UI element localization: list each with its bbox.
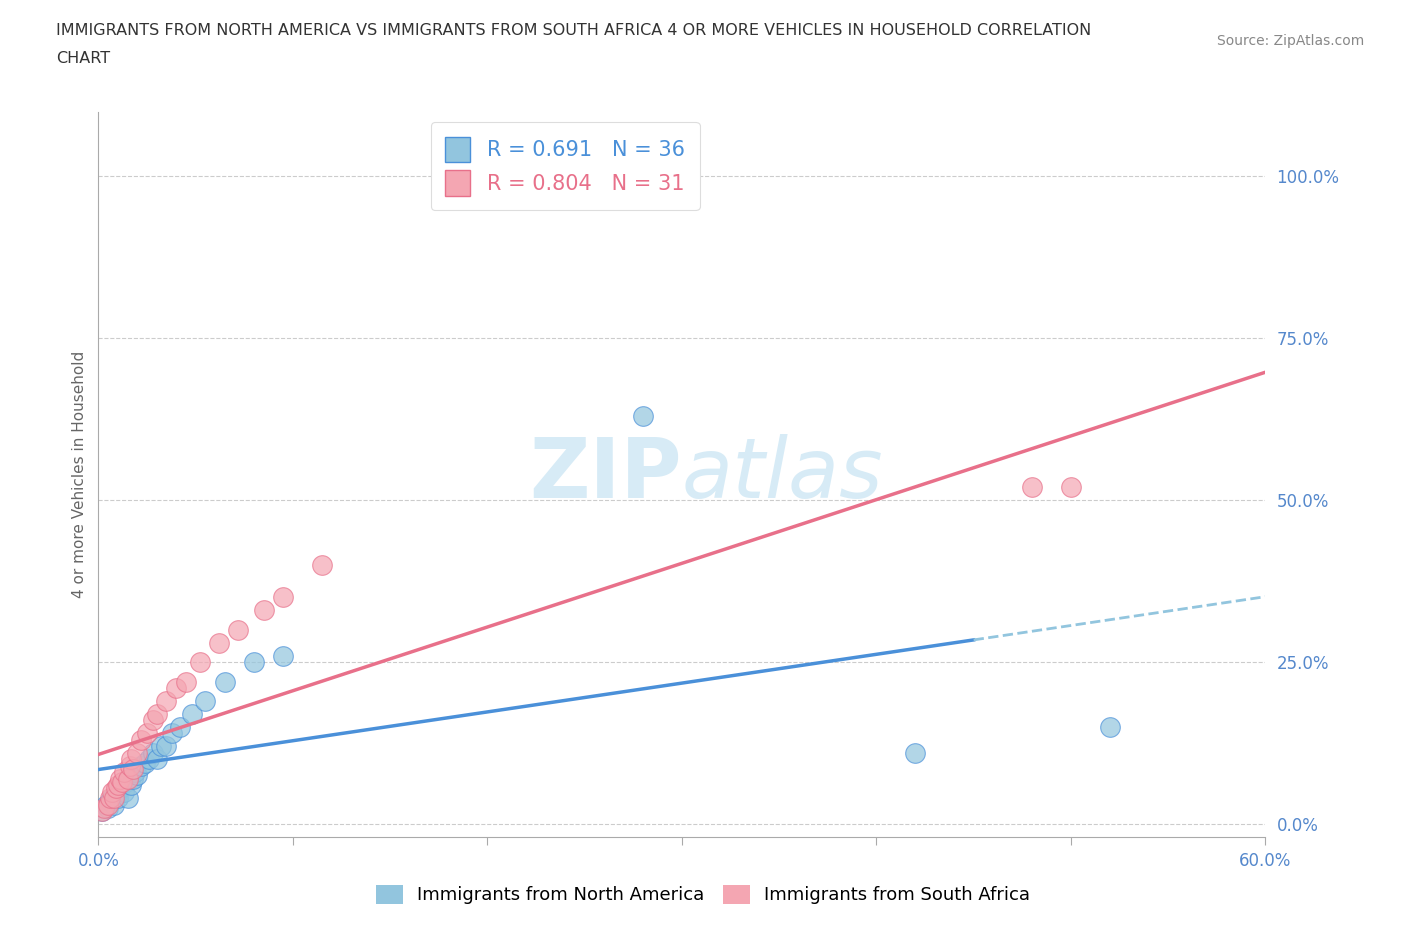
Point [117,771,139,786]
Point [631,408,654,423]
Point [104,788,127,803]
Point [101,784,124,799]
Legend: R = 0.691   N = 36, R = 0.804   N = 31: R = 0.691 N = 36, R = 0.804 N = 31 [430,122,700,210]
Point [112,764,135,779]
Text: IMMIGRANTS FROM NORTH AMERICA VS IMMIGRANTS FROM SOUTH AFRICA 4 OR MORE VEHICLES: IMMIGRANTS FROM NORTH AMERICA VS IMMIGRA… [56,23,1091,38]
Point [165,681,187,696]
Point [114,775,136,790]
Point [1060,480,1083,495]
Point [208,635,231,650]
Point [174,674,197,689]
Text: Source: ZipAtlas.com: Source: ZipAtlas.com [1216,34,1364,48]
Point [118,771,141,786]
Point [101,790,124,805]
Point [228,622,250,637]
Point [107,777,129,792]
Point [118,758,141,773]
Point [134,755,156,770]
Point [122,771,145,786]
Point [122,762,145,777]
Point [96,797,118,812]
Point [271,648,294,663]
Point [129,758,152,773]
Point [111,777,134,792]
Point [127,745,149,760]
Point [98,790,121,805]
Point [194,694,217,709]
Point [180,707,202,722]
Point [91,804,114,818]
Point [149,738,172,753]
Point [188,655,211,670]
Point [107,790,129,805]
Point [91,804,114,818]
Point [311,557,333,572]
Text: atlas: atlas [682,433,883,515]
Point [124,764,146,779]
Point [97,801,120,816]
Point [121,777,143,792]
Point [155,738,177,753]
Point [111,775,134,790]
Point [1021,480,1043,495]
Point [108,781,131,796]
Point [155,694,177,709]
Point [98,794,121,809]
Point [142,713,165,728]
Point [97,797,120,812]
Point [121,751,143,766]
Text: CHART: CHART [56,51,110,66]
Point [1098,720,1121,735]
Point [169,720,191,735]
Point [103,790,125,805]
Point [253,603,276,618]
Legend: Immigrants from North America, Immigrants from South Africa: Immigrants from North America, Immigrant… [368,878,1038,911]
Point [271,590,294,604]
Point [146,751,169,766]
Point [127,768,149,783]
Point [93,801,115,816]
Point [117,790,139,805]
Point [243,655,266,670]
Y-axis label: 4 or more Vehicles in Household: 4 or more Vehicles in Household [72,351,87,598]
Point [904,745,927,760]
Point [142,745,165,760]
Point [103,797,125,812]
Point [129,733,152,748]
Point [136,726,159,741]
Point [108,771,131,786]
Point [146,707,169,722]
Point [112,784,135,799]
Point [138,751,160,766]
Text: ZIP: ZIP [530,433,682,515]
Point [104,781,127,796]
Point [214,674,236,689]
Point [107,784,129,799]
Point [162,726,184,741]
